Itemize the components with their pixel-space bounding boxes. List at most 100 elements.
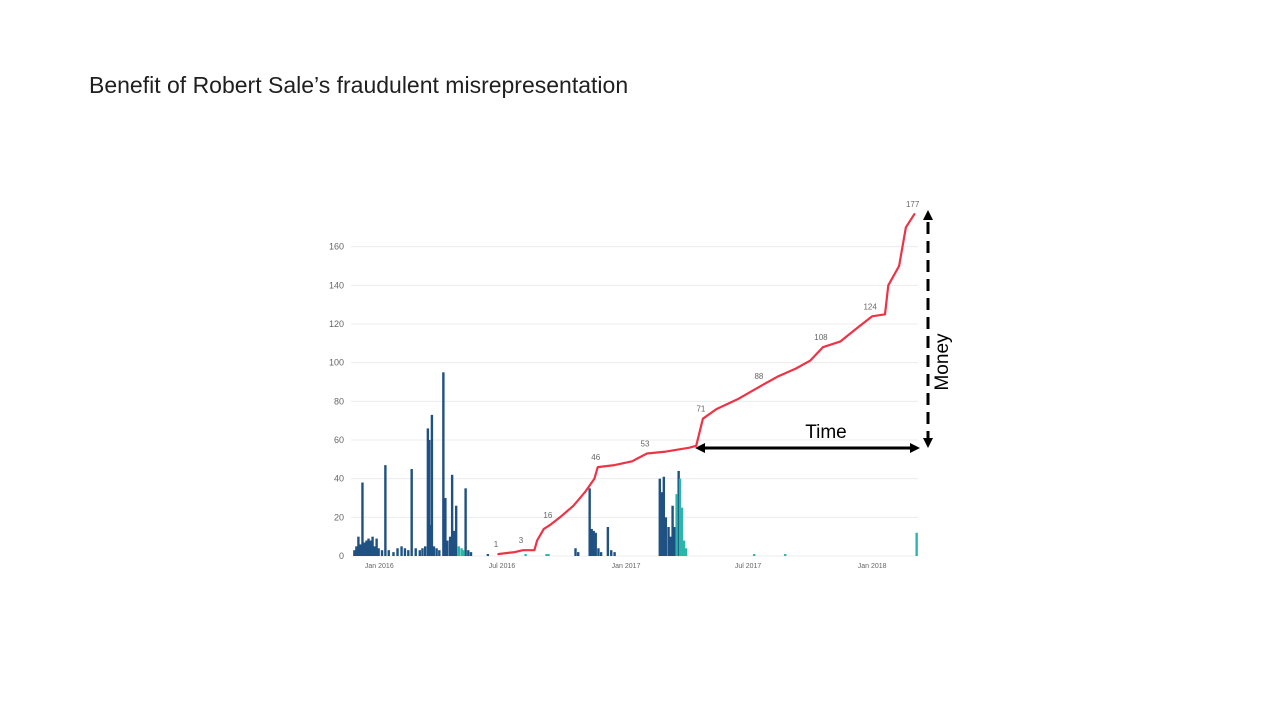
bar	[460, 548, 463, 556]
bar	[457, 546, 461, 556]
line-point	[760, 385, 762, 387]
bar	[599, 552, 603, 556]
line-point	[905, 226, 907, 229]
y-tick-label: 120	[329, 319, 344, 329]
bar	[667, 527, 670, 556]
line-point	[631, 460, 633, 463]
bar	[680, 507, 684, 556]
point-label: 108	[814, 333, 828, 342]
line-point	[665, 450, 667, 453]
bar	[371, 536, 374, 556]
bar	[574, 548, 577, 556]
cumulative-line	[497, 213, 916, 556]
x-axis-tick-labels: Jan 2016 Jul 2016 Jan 2017 Jul 2017 Jan 2018	[365, 563, 887, 570]
bar	[403, 548, 407, 556]
bar	[669, 536, 672, 556]
line-point	[688, 446, 691, 449]
bar	[675, 494, 678, 556]
y-tick-label: 100	[329, 358, 344, 368]
line-point	[593, 477, 596, 480]
bar	[407, 550, 410, 556]
bar	[671, 505, 674, 556]
bar	[384, 465, 387, 556]
bar	[363, 542, 366, 556]
line-point	[795, 367, 797, 370]
line-point	[596, 466, 599, 468]
line-point	[702, 417, 704, 420]
bar	[423, 546, 427, 556]
line-point	[839, 340, 842, 343]
bar	[783, 554, 787, 556]
time-label: Time	[805, 422, 847, 443]
point-label: 3	[519, 536, 524, 545]
bar	[462, 550, 465, 556]
y-tick-label: 60	[334, 435, 344, 445]
bars	[353, 372, 918, 556]
bar	[577, 552, 580, 556]
line-point	[777, 375, 780, 378]
bar	[673, 527, 676, 556]
bar	[524, 554, 527, 556]
line-point	[549, 524, 551, 526]
line-point	[522, 549, 524, 551]
bar	[426, 428, 430, 556]
line-point	[613, 464, 616, 466]
bar	[545, 554, 548, 556]
line-series	[497, 213, 916, 556]
x-tick-label: Jan 2018	[858, 563, 887, 570]
line-point	[913, 213, 916, 215]
bar	[400, 546, 403, 556]
bar	[361, 482, 364, 556]
bar	[486, 554, 490, 556]
bar	[684, 548, 688, 556]
line-point	[695, 445, 697, 447]
bar	[454, 505, 458, 556]
line-point	[572, 504, 575, 507]
x-tick-label: Jul 2017	[735, 563, 762, 570]
bar	[353, 550, 356, 556]
bar	[610, 550, 613, 556]
line-point	[497, 553, 499, 555]
line-point	[898, 265, 900, 267]
line-point	[715, 408, 718, 410]
point-label: 71	[696, 405, 705, 414]
bar	[597, 548, 600, 556]
point-label: 88	[754, 372, 763, 381]
bar	[444, 498, 447, 556]
bar	[377, 548, 380, 556]
line-point	[646, 452, 648, 455]
x-tick-label: Jan 2017	[612, 563, 641, 570]
line-point	[533, 549, 536, 551]
y-tick-label: 160	[329, 242, 344, 252]
line-point	[514, 551, 516, 553]
y-tick-label: 20	[334, 512, 344, 522]
bar	[547, 554, 550, 556]
point-label: 1	[494, 540, 499, 549]
y-tick-label: 140	[329, 280, 344, 290]
bar	[359, 544, 362, 556]
bar	[410, 469, 413, 556]
bar	[450, 474, 454, 556]
bar	[464, 488, 467, 556]
bar	[677, 470, 680, 556]
bar	[369, 540, 372, 556]
bar	[469, 552, 473, 556]
bar	[435, 548, 438, 556]
bar	[606, 527, 610, 556]
point-label: 177	[906, 200, 920, 209]
bar	[664, 517, 668, 556]
bar	[367, 538, 370, 556]
bar	[678, 478, 682, 556]
line-point	[543, 528, 545, 530]
bar	[418, 550, 421, 556]
bar	[414, 548, 417, 556]
bar	[662, 476, 666, 556]
bar	[421, 548, 424, 556]
bar	[375, 538, 378, 556]
bar	[658, 478, 661, 556]
bar	[452, 530, 456, 556]
bar	[752, 554, 756, 556]
bar	[448, 536, 452, 556]
y-tick-label: 40	[334, 474, 344, 484]
